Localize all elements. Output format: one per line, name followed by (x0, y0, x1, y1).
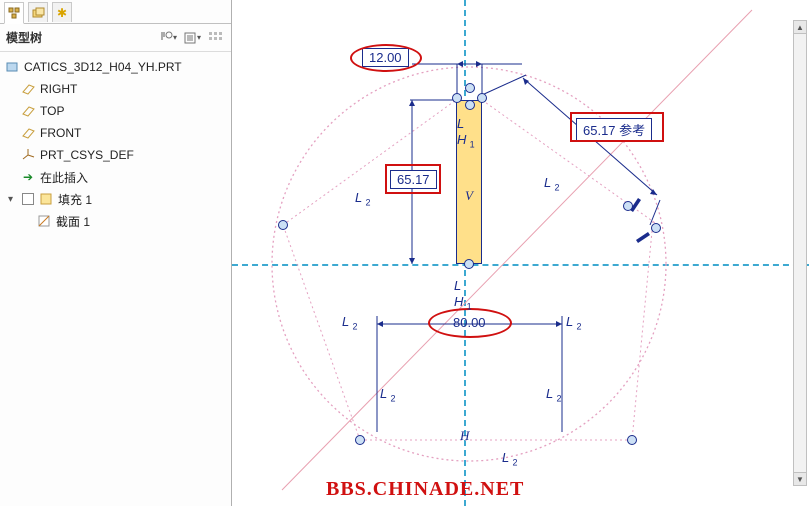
tree-datum-label: TOP (40, 104, 64, 118)
label-V: V (465, 188, 473, 204)
sketch-point (477, 93, 487, 103)
fill-icon (38, 191, 54, 207)
sketch-icon (36, 213, 52, 229)
label-L2-bbl: L 2 (380, 386, 396, 404)
highlight-oval-bottom (428, 308, 512, 338)
label-LH1-top: LH 1 (457, 116, 475, 150)
tree-root-label: CATICS_3D12_H04_YH.PRT (24, 60, 182, 74)
tree-fill[interactable]: ▾ 填充 1 (4, 188, 231, 210)
label-L2-tr: L 2 (544, 175, 560, 193)
scrollbar-vertical[interactable]: ▲ ▼ (793, 20, 807, 486)
sidebar-tabs: ✱ (0, 0, 231, 24)
label-L2-bb: L 2 (502, 450, 518, 468)
tree-datum-right[interactable]: RIGHT (4, 78, 231, 100)
sketch-svg (232, 0, 809, 506)
plane-icon (20, 81, 36, 97)
csys-icon (20, 147, 36, 163)
sketch-point (465, 83, 475, 93)
label-H-bottom: H (460, 428, 469, 444)
sketch-point (278, 220, 288, 230)
scroll-track[interactable] (793, 34, 807, 472)
sketch-point (651, 223, 661, 233)
axis-horizontal (232, 264, 809, 266)
highlight-oval-top (350, 44, 422, 72)
settings-icon[interactable]: ▾ (183, 29, 201, 47)
tree-section-label: 截面 1 (56, 213, 90, 230)
tree-section[interactable]: 截面 1 (4, 210, 231, 232)
tree-csys-label: PRT_CSYS_DEF (40, 148, 134, 162)
tree-csys[interactable]: PRT_CSYS_DEF (4, 144, 231, 166)
sketch-point (465, 100, 475, 110)
tree-fill-label: 填充 1 (58, 191, 92, 208)
model-tree: CATICS_3D12_H04_YH.PRT RIGHT TOP FRONT P… (0, 52, 231, 232)
expand-icon[interactable]: ▾ (8, 194, 18, 205)
tools-icon[interactable]: ▾ (159, 29, 177, 47)
tree-datum-label: FRONT (40, 126, 81, 140)
watermark: BBS.CHINADE.NET (326, 478, 524, 501)
tree-insert-label: 在此插入 (40, 169, 88, 186)
sidebar: ✱ 模型树 ▾ ▾ CATICS_3D12_H04_YH.PRT RIGHT T… (0, 0, 232, 506)
folders-icon (31, 6, 45, 20)
label-L2-bbr: L 2 (546, 386, 562, 404)
panel-header: 模型树 ▾ ▾ (0, 24, 231, 52)
tab-model-tree[interactable] (4, 2, 24, 24)
tab-folder[interactable] (28, 2, 48, 22)
tree-root[interactable]: CATICS_3D12_H04_YH.PRT (4, 56, 231, 78)
sketch-point (355, 435, 365, 445)
arrow-icon: ➔ (20, 169, 36, 185)
panel-title: 模型树 (6, 29, 159, 46)
tree-insert-here[interactable]: ➔ 在此插入 (4, 166, 231, 188)
sketch-point (623, 201, 633, 211)
sketch-point (464, 259, 474, 269)
label-LH1-mid: LH 1 (454, 278, 472, 312)
tab-favorites[interactable]: ✱ (52, 2, 72, 22)
sketch-canvas[interactable]: 12.00 65.17 65.17 参考 80.00 L 2 L 2 LH 1 … (232, 0, 809, 506)
label-L2-bl: L 2 (342, 314, 358, 332)
plane-icon (20, 125, 36, 141)
highlight-box-mid (385, 164, 441, 194)
scroll-down[interactable]: ▼ (793, 472, 807, 486)
scroll-up[interactable]: ▲ (793, 20, 807, 34)
label-L2-br: L 2 (566, 314, 582, 332)
sketch-point (627, 435, 637, 445)
tree-icon (7, 6, 21, 20)
label-L2-tl: L 2 (355, 190, 371, 208)
tree-datum-label: RIGHT (40, 82, 77, 96)
highlight-box-ref (570, 112, 664, 142)
checkbox[interactable] (22, 193, 34, 205)
star-icon: ✱ (57, 6, 67, 20)
tree-datum-front[interactable]: FRONT (4, 122, 231, 144)
plane-icon (20, 103, 36, 119)
tree-datum-top[interactable]: TOP (4, 100, 231, 122)
sketch-point (452, 93, 462, 103)
part-icon (4, 59, 20, 75)
grid-icon[interactable] (207, 29, 225, 47)
